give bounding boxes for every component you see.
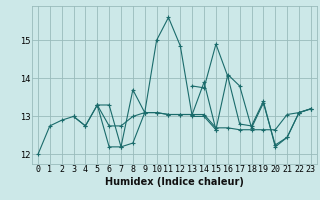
X-axis label: Humidex (Indice chaleur): Humidex (Indice chaleur) bbox=[105, 177, 244, 187]
